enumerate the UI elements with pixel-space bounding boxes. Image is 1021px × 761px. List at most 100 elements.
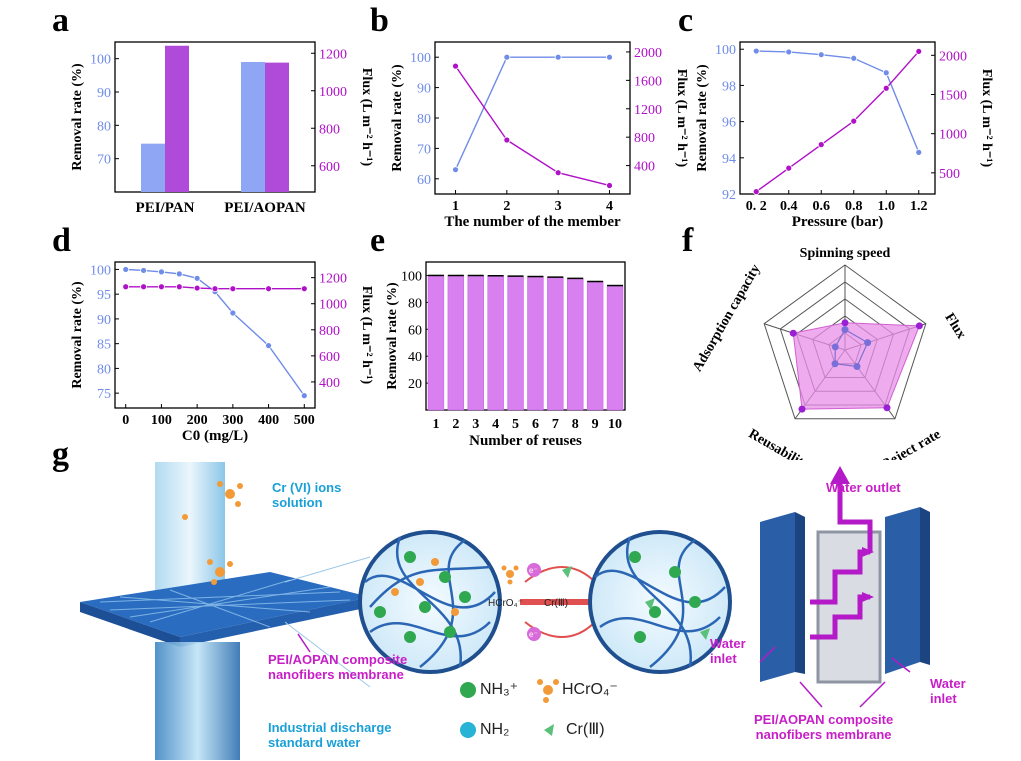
x-tick-label: 3 bbox=[555, 199, 562, 214]
y2-tick-label: 1200 bbox=[634, 103, 662, 118]
plot-frame bbox=[425, 261, 626, 411]
panel-label-g: g bbox=[52, 436, 69, 473]
y2-tick-label: 400 bbox=[319, 376, 340, 391]
data-point bbox=[265, 285, 272, 293]
radar-axis-label: Spinning speed bbox=[800, 246, 891, 261]
data-point bbox=[158, 268, 165, 276]
legend-nh2: NH₂ bbox=[480, 721, 510, 738]
y2-tick-label: 1200 bbox=[319, 272, 347, 287]
y2-tick-label: 1200 bbox=[319, 47, 347, 62]
radar-point bbox=[841, 319, 849, 327]
water-inlet-left-label: Water inlet bbox=[710, 636, 746, 666]
data-point bbox=[785, 48, 793, 56]
y-tick-label: 90 bbox=[97, 86, 111, 101]
bar-flux bbox=[165, 45, 189, 192]
y2-tick-label: 800 bbox=[319, 324, 340, 339]
y-tick-label: 90 bbox=[97, 313, 111, 328]
y-axis-label: Removal rate (%) bbox=[695, 64, 710, 172]
radar-point bbox=[789, 329, 797, 337]
series-line-flux bbox=[454, 65, 610, 187]
x-tick-label: 5 bbox=[512, 417, 519, 432]
series-line-removal bbox=[756, 50, 920, 153]
chart-c: 92 94 96 98 100 500 1000 1500 2000 Removal rate (… bbox=[695, 41, 994, 230]
y-tick-label: 92 bbox=[722, 188, 736, 203]
x-tick-label: 1.0 bbox=[878, 199, 896, 214]
y-axis-label: Removal rate (%) bbox=[70, 63, 85, 171]
y2-tick-label: 400 bbox=[634, 160, 655, 175]
data-point bbox=[211, 285, 219, 293]
y2-tick-label: 500 bbox=[939, 167, 960, 182]
x-tick-label: 100 bbox=[151, 413, 172, 428]
reaction-cr3-label: Cr(Ⅲ) bbox=[544, 598, 569, 609]
radar-point bbox=[915, 322, 923, 330]
x-tick-label: 10 bbox=[608, 417, 622, 432]
reaction-hcro4-label: HCrO₄⁻ bbox=[488, 598, 523, 609]
y-tick-label: 75 bbox=[97, 387, 111, 402]
reuse-bar bbox=[606, 285, 624, 411]
panel-label-f: f bbox=[682, 222, 694, 259]
schematic-illustration bbox=[80, 462, 930, 760]
x-tick-label: 2 bbox=[452, 417, 459, 432]
x-tick-label: PEI/PAN bbox=[136, 200, 195, 216]
y2-tick-label: 2000 bbox=[634, 46, 662, 61]
data-point bbox=[817, 51, 825, 59]
data-point bbox=[606, 182, 613, 189]
series-line-removal bbox=[454, 56, 610, 170]
data-point bbox=[265, 342, 272, 350]
data-point bbox=[850, 117, 858, 125]
radar-point-inner bbox=[831, 360, 839, 368]
y2-tick-label: 600 bbox=[319, 160, 340, 175]
waterfall-upper bbox=[155, 462, 225, 592]
data-point bbox=[606, 53, 613, 61]
y2-axis-label: Flux (L m⁻² h⁻¹) bbox=[359, 68, 374, 167]
y-tick-label: 20 bbox=[408, 377, 422, 392]
data-point bbox=[882, 84, 890, 92]
chart-a: 70 80 90 100 600 800 1000 1200 Removal rate (%) F… bbox=[70, 41, 374, 216]
chart-b: 60 70 80 90 100 400 800 1200 1600 2000 Removal rat… bbox=[390, 41, 689, 230]
y-tick-label: 80 bbox=[417, 112, 431, 127]
y2-tick-label: 600 bbox=[319, 350, 340, 365]
x-tick-label: 9 bbox=[592, 417, 599, 432]
data-point bbox=[452, 62, 459, 70]
y2-tick-label: 1500 bbox=[939, 88, 967, 103]
data-point bbox=[785, 164, 793, 172]
panel-label-d: d bbox=[52, 222, 71, 259]
data-point bbox=[503, 136, 511, 144]
membrane-label-left: PEI/AOPAN composite nanofibers membrane bbox=[268, 652, 408, 682]
y-tick-label: 70 bbox=[97, 153, 111, 168]
reuse-bar bbox=[507, 275, 524, 411]
radar-point-inner bbox=[831, 343, 839, 351]
waterfall-lower bbox=[155, 642, 240, 760]
data-point bbox=[752, 47, 760, 55]
radar-point-inner bbox=[841, 326, 849, 334]
y-axis-label: Removal rate (%) bbox=[70, 281, 85, 389]
water-outlet-label: Water outlet bbox=[826, 480, 901, 495]
data-point bbox=[915, 48, 923, 55]
x-tick-label: PEI/AOPAN bbox=[224, 200, 306, 216]
reuse-bar bbox=[567, 278, 584, 411]
x-tick-label: 4 bbox=[492, 417, 499, 432]
radar-axis-label: Reusability bbox=[746, 427, 812, 460]
y-tick-label: 85 bbox=[97, 338, 111, 353]
series-line-flux bbox=[755, 50, 920, 193]
y2-tick-label: 800 bbox=[319, 122, 340, 137]
data-point bbox=[193, 284, 201, 292]
plot-frame bbox=[739, 41, 936, 195]
y-tick-label: 94 bbox=[722, 152, 736, 167]
y2-tick-label: 1600 bbox=[634, 74, 662, 89]
radar-axis-label: Flux bbox=[941, 311, 968, 342]
radar-point bbox=[883, 404, 891, 412]
y-tick-label: 100 bbox=[410, 51, 431, 66]
data-point bbox=[554, 53, 562, 61]
radar-point bbox=[798, 405, 806, 413]
bar-flux bbox=[265, 62, 289, 192]
x-axis-label: Pressure (bar) bbox=[792, 214, 884, 230]
y2-axis-label: Flux (L m⁻² h⁻¹) bbox=[979, 69, 994, 168]
membrane-label-right: PEI/AOPAN composite nanofibers membrane bbox=[754, 712, 894, 742]
y-axis-label: Removal rate (%) bbox=[390, 64, 405, 172]
data-point bbox=[158, 283, 165, 291]
y2-tick-label: 2000 bbox=[939, 49, 967, 64]
y2-tick-label: 1000 bbox=[939, 128, 967, 143]
plot-frame bbox=[114, 41, 316, 193]
data-point bbox=[229, 285, 237, 293]
